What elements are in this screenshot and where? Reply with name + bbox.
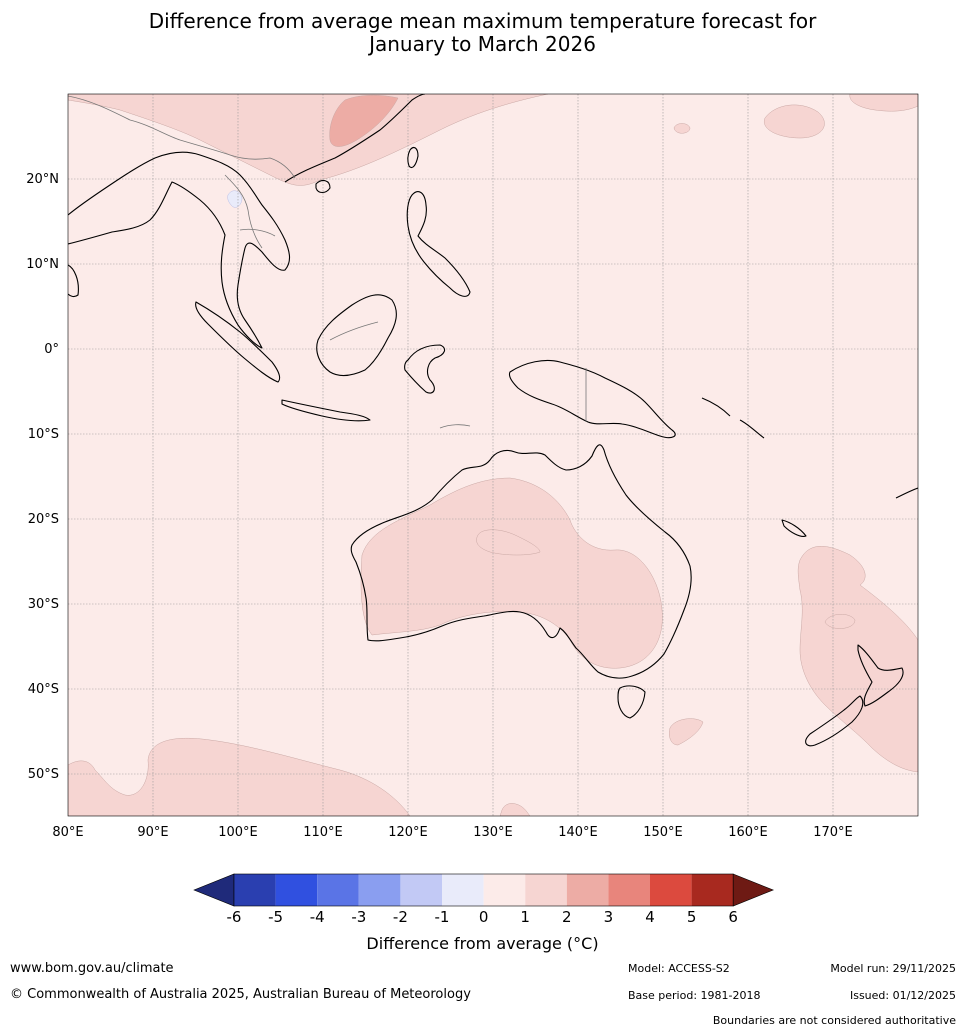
contour-neg-thailand	[227, 190, 243, 208]
lat-label: 40°S	[28, 682, 59, 697]
contour-1to2-south-tasman	[669, 718, 704, 746]
colorbar-tick-label: -1	[435, 908, 450, 926]
colorbar-tick-label: 4	[645, 908, 655, 926]
base-period: Base period: 1981-2018	[628, 989, 761, 1002]
boundary-borneo	[329, 321, 379, 341]
colorbar-tick-label: 5	[687, 908, 697, 926]
coast-australia	[350, 444, 692, 679]
colorbar-bin	[525, 874, 567, 906]
colorbar-bin	[566, 874, 609, 906]
colorbar-tick-label: -3	[351, 908, 366, 926]
longitude-labels: 80°E 90°E 100°E 110°E 120°E 130°E 140°E …	[52, 825, 852, 840]
lat-label: 20°S	[28, 512, 59, 527]
lon-label: 130°E	[473, 825, 513, 840]
coast-hainan	[315, 179, 331, 194]
model-run: Model run: 29/11/2025	[830, 962, 956, 975]
lat-label: 20°N	[26, 172, 59, 187]
colorbar-label: Difference from average (°C)	[366, 934, 599, 953]
coast-fiji	[895, 487, 918, 499]
coast-se-asia	[68, 151, 291, 349]
colorbar-tick-label: -2	[393, 908, 408, 926]
contour-1to2-pacific-islet	[673, 123, 691, 134]
map-frame	[67, 93, 919, 817]
contour-1to2-australia	[360, 477, 663, 669]
colorbar-bin	[358, 874, 401, 906]
coast-philippines	[406, 191, 471, 297]
map-title: Difference from average mean maximum tem…	[0, 10, 965, 56]
title-line-1: Difference from average mean maximum tem…	[148, 9, 817, 33]
graticule	[68, 94, 918, 816]
coast-new-guinea	[508, 359, 676, 439]
lon-label: 100°E	[218, 825, 258, 840]
contour-1to2-tasman	[797, 546, 918, 773]
coast-new-caledonia	[781, 519, 807, 537]
boundary-indochina	[224, 174, 276, 249]
website-link[interactable]: www.bom.gov.au/climate	[10, 961, 174, 976]
colorbar-bin	[317, 874, 359, 906]
country-boundaries	[68, 95, 587, 429]
colorbar-tick-label: -5	[268, 908, 283, 926]
colorbar-tick-label: 1	[520, 908, 530, 926]
colorbar-extend-high	[732, 873, 775, 907]
title-line-2: January to March 2026	[369, 32, 596, 56]
contour-1to2-pacific-ne	[849, 94, 918, 112]
colorbar-tick-label: 2	[562, 908, 572, 926]
coast-new-zealand-north	[857, 644, 904, 707]
copyright-text: © Commonwealth of Australia 2025, Austra…	[10, 987, 471, 1002]
colorbar-bin	[608, 874, 650, 906]
contour-1to2-asia-north	[68, 94, 549, 186]
colorbar-tick-label: -4	[310, 908, 325, 926]
colorbar-tick-label: 0	[479, 908, 489, 926]
anomaly-contours	[68, 94, 918, 816]
contour-2to3-china	[329, 95, 399, 147]
boundary-mainland-asia	[68, 95, 296, 179]
lon-label: 120°E	[388, 825, 428, 840]
lon-label: 90°E	[137, 825, 168, 840]
coast-sulawesi	[404, 344, 446, 394]
coastlines	[68, 94, 918, 747]
map-panel	[67, 93, 919, 817]
coast-india-tip	[68, 264, 79, 298]
contour-1to2-pacific-n	[764, 104, 825, 139]
lon-label: 110°E	[303, 825, 343, 840]
coast-new-zealand-south	[805, 695, 864, 747]
lon-label: 170°E	[813, 825, 853, 840]
colorbar-tick-label: 3	[604, 908, 614, 926]
coast-borneo	[316, 294, 397, 377]
boundaries-disclaimer: Boundaries are not considered authoritat…	[712, 1014, 956, 1027]
coast-taiwan	[407, 147, 419, 169]
lat-label: 10°N	[26, 257, 59, 272]
contour-1to2-south-spot	[499, 803, 531, 816]
lon-label: 140°E	[558, 825, 598, 840]
latitude-labels: 20°N 10°N 0° 10°S 20°S 30°S 40°S 50°S	[26, 172, 59, 782]
colorbar-bin	[691, 874, 734, 906]
coast-sumatra	[195, 301, 281, 383]
colorbar-bin	[275, 874, 318, 906]
coast-east-asia	[284, 94, 426, 183]
lon-label: 150°E	[643, 825, 683, 840]
lat-label: 0°	[44, 342, 59, 357]
colorbar-bin	[483, 874, 526, 906]
lat-label: 10°S	[28, 427, 59, 442]
lon-label: 160°E	[728, 825, 768, 840]
colorbar-bin	[650, 874, 692, 906]
colorbar-bin	[442, 874, 484, 906]
colorbar-tick-label: 6	[728, 908, 738, 926]
coast-java	[281, 399, 371, 422]
colorbar-frame	[233, 873, 734, 907]
colorbar-bin	[400, 874, 442, 906]
colorbar-tick-label: -6	[227, 908, 242, 926]
colorbar: -6 -5 -4 -3 -2 -1 0 1 2 3 4 5 6	[193, 873, 775, 926]
colorbar-extend-low	[193, 873, 235, 907]
issued-date: Issued: 01/12/2025	[849, 989, 956, 1002]
lat-label: 30°S	[28, 597, 59, 612]
model-name: Model: ACCESS-S2	[628, 962, 730, 975]
lat-label: 50°S	[28, 767, 59, 782]
coast-tasmania	[617, 685, 646, 719]
lon-label: 80°E	[52, 825, 83, 840]
boundary-timor	[439, 424, 471, 429]
colorbar-bin	[234, 874, 276, 906]
coast-solomons	[701, 397, 765, 439]
